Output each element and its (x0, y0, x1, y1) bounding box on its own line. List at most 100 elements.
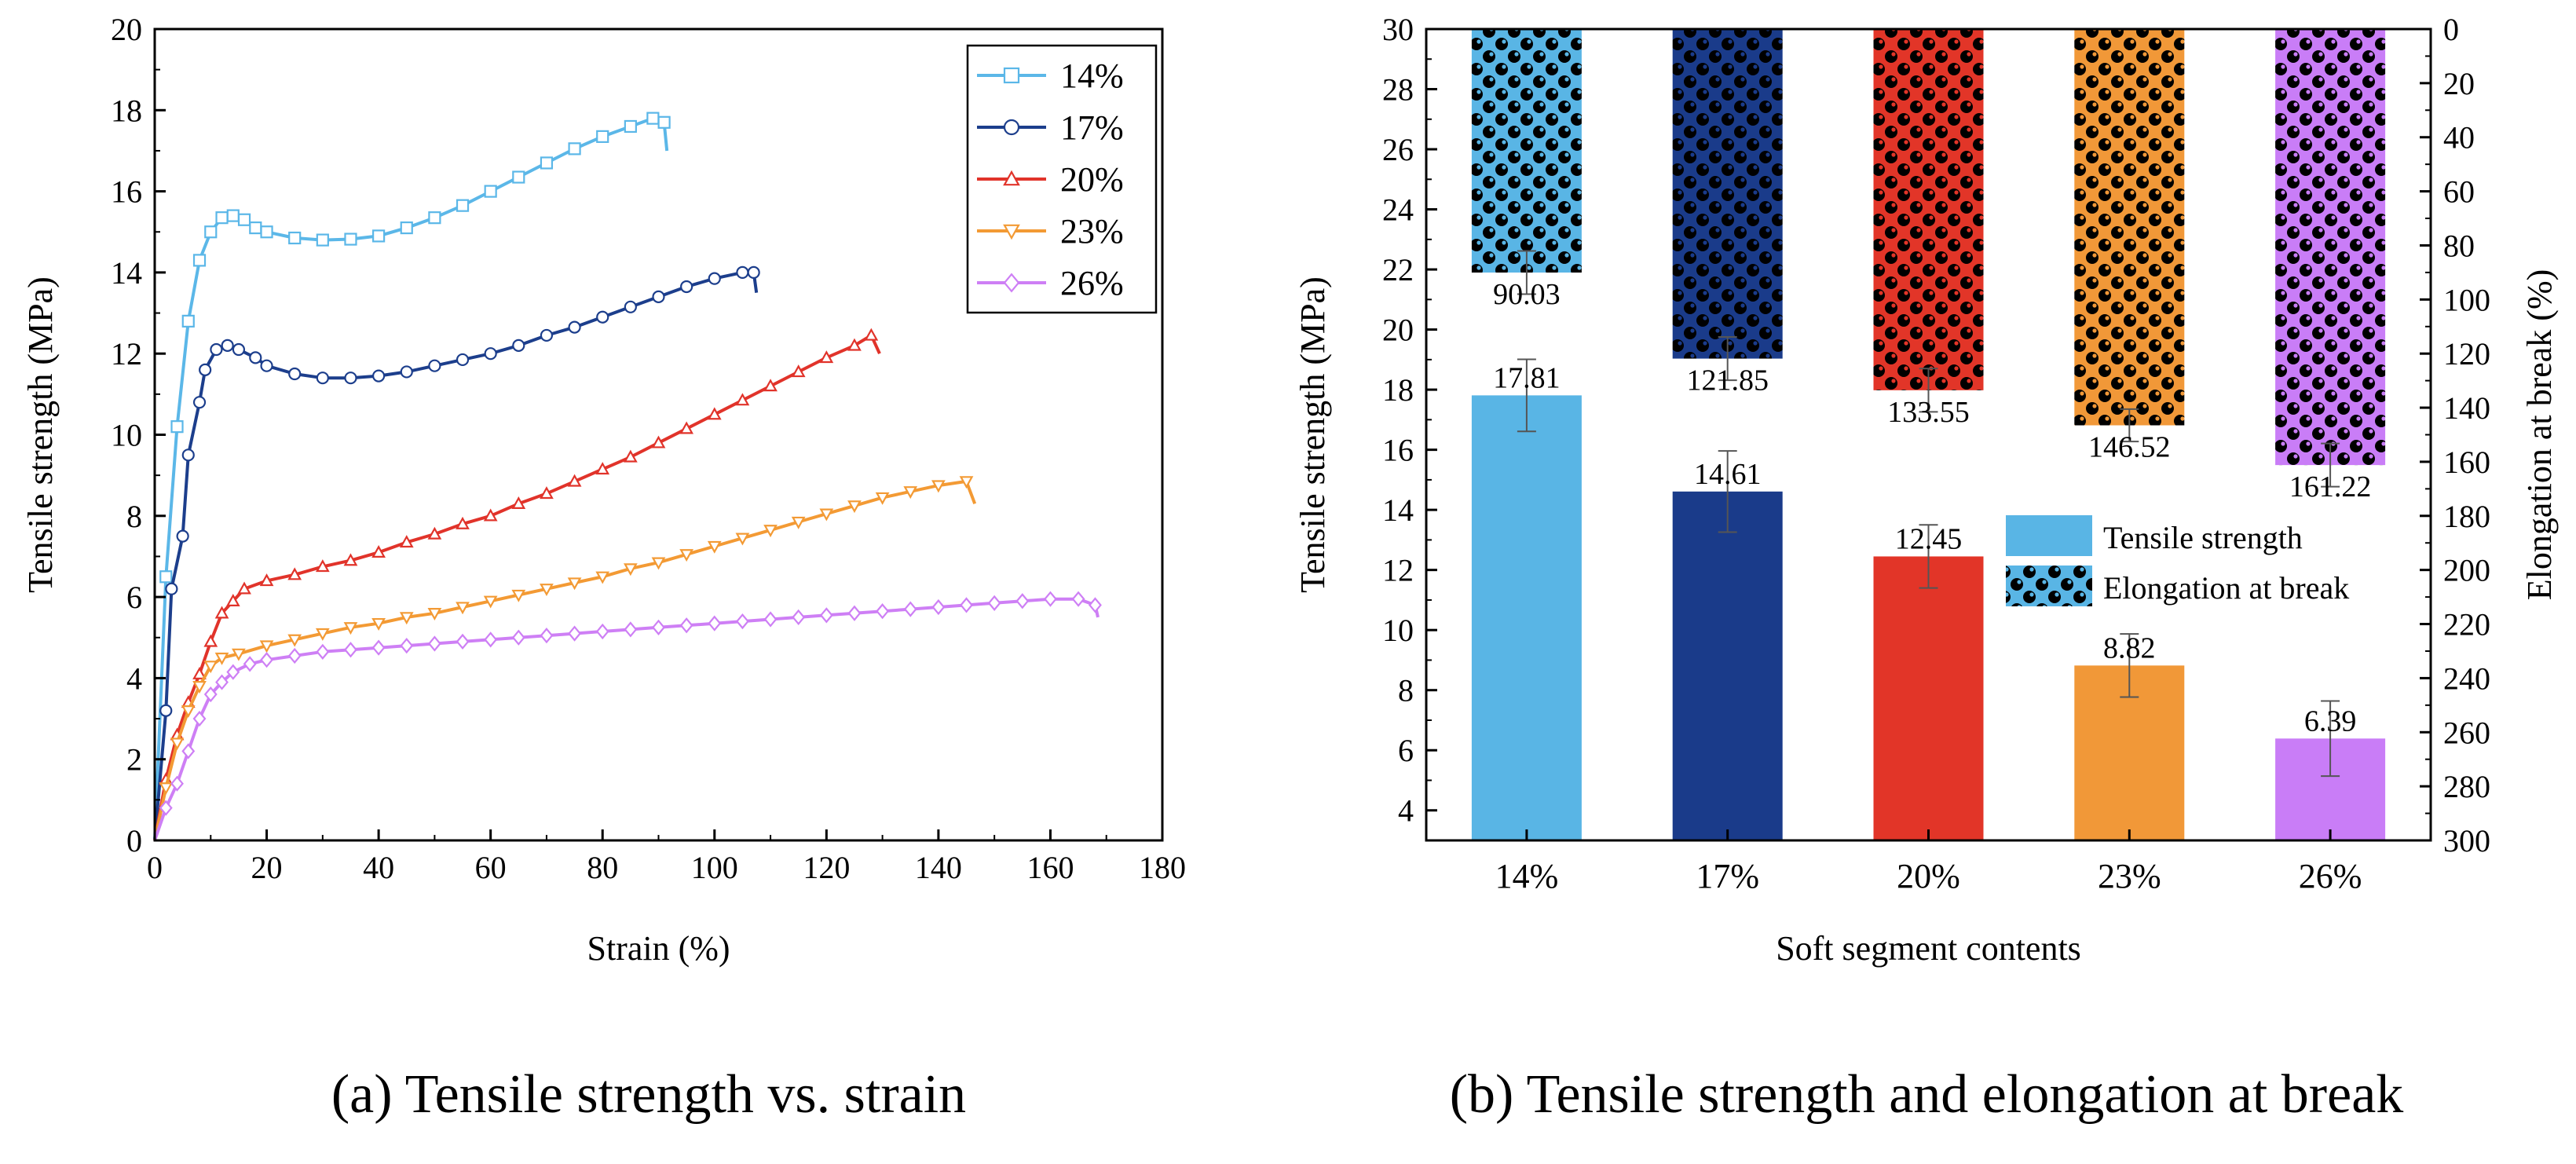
data-point-marker (679, 421, 694, 434)
data-point-marker (567, 474, 582, 487)
data-point-marker (203, 661, 218, 674)
data-point-marker (170, 420, 184, 434)
tensile-value-label: 8.82 (2103, 631, 2156, 664)
data-point-marker (876, 603, 890, 620)
y-tick-label: 4 (126, 661, 142, 696)
y-tick-label: 10 (1382, 613, 1414, 648)
data-point-marker (215, 211, 229, 225)
data-point-marker (540, 156, 554, 170)
y-tick-label: 14 (1382, 492, 1414, 528)
data-point-marker (567, 577, 582, 591)
y-tick-label: 4 (1398, 793, 1414, 829)
data-point-marker (159, 782, 174, 796)
chart-a: 0 20 40 60 80 100 120 140 160 180 0 2 4 6 8 10 12 14 16 18 2… (21, 12, 1186, 968)
data-point-marker (192, 666, 207, 679)
data-point-marker (427, 526, 442, 540)
y-tick-label: 8 (126, 499, 142, 534)
data-point-marker (428, 211, 441, 225)
legend-label: 20% (1060, 160, 1124, 199)
data-point-marker (170, 738, 185, 751)
series-14pct (153, 112, 671, 841)
data-point-marker (456, 633, 470, 650)
elongation-value-label: 146.52 (2088, 431, 2171, 464)
data-point-marker (203, 686, 218, 703)
data-point-marker (232, 342, 246, 357)
elongation-bar (2074, 29, 2185, 426)
data-point-marker (483, 508, 498, 522)
data-point-marker (646, 112, 660, 125)
data-point-marker (624, 621, 638, 638)
right-tick-label: 180 (2443, 499, 2490, 534)
y-tick-label: 10 (111, 418, 142, 453)
data-point-marker (651, 435, 666, 448)
data-point-marker (260, 225, 273, 239)
tensile-bar (1672, 491, 1783, 840)
x-tick-label: 0 (147, 850, 163, 885)
data-point-marker (192, 396, 207, 409)
series-26pct (153, 591, 1102, 841)
y-tick-label: 8 (1398, 673, 1414, 708)
elongation-bar (1672, 29, 1783, 359)
data-point-marker (181, 743, 196, 760)
series-line (153, 270, 759, 841)
data-point-marker (344, 372, 357, 385)
data-point-marker (192, 681, 207, 694)
data-point-marker (875, 492, 890, 505)
data-point-marker (215, 674, 229, 690)
data-point-marker (456, 602, 470, 615)
data-point-marker (221, 339, 234, 352)
data-point-marker (243, 656, 257, 672)
data-point-marker (315, 559, 330, 573)
right-tick-label: 40 (2443, 120, 2475, 156)
data-point-marker (1015, 593, 1030, 609)
x-tick-label: 26% (2299, 857, 2362, 895)
right-tick-label: 200 (2443, 553, 2490, 588)
data-point-marker (540, 584, 554, 597)
data-point-marker (484, 185, 497, 198)
y-tick-label: 18 (111, 93, 142, 128)
data-point-marker (344, 642, 357, 658)
data-point-marker (237, 581, 251, 595)
data-point-marker (819, 508, 834, 522)
y-tick-label: 28 (1382, 72, 1414, 108)
x-tick-label: 160 (1026, 850, 1074, 885)
y-tick-label: 22 (1382, 252, 1414, 287)
tensile-value-label: 14.61 (1694, 458, 1762, 491)
data-point-marker (596, 310, 609, 324)
chart-b-y-axis-label: Tensile strength (MPa) (1293, 276, 1332, 593)
x-tick-label: 17% (1696, 857, 1759, 895)
data-point-marker (595, 623, 609, 640)
data-point-marker (652, 290, 665, 303)
legend-label: Tensile strength (2103, 520, 2303, 555)
data-point-marker (657, 115, 671, 129)
data-point-marker (400, 365, 413, 379)
data-point-marker (864, 328, 879, 341)
y-tick-label: 16 (111, 174, 142, 210)
right-tick-label: 260 (2443, 715, 2490, 750)
data-point-marker (427, 635, 441, 652)
data-point-marker (847, 605, 862, 621)
caption-a: (a) Tensile strength vs. strain (331, 1064, 966, 1125)
tensile-bar (1471, 395, 1582, 840)
data-point-marker (159, 800, 173, 816)
right-tick-label: 300 (2443, 823, 2490, 858)
x-tick-label: 80 (587, 850, 618, 885)
right-tick-label: 280 (2443, 769, 2490, 804)
data-point-marker (596, 130, 609, 143)
data-point-marker (372, 229, 386, 243)
y-tick-label: 26 (1382, 132, 1414, 167)
y-tick-label: 20 (111, 12, 142, 47)
legend-marker (1003, 67, 1020, 84)
data-point-marker (792, 609, 806, 626)
legend-label: 17% (1060, 108, 1124, 147)
x-tick-label: 180 (1139, 850, 1186, 885)
data-point-marker (288, 367, 302, 381)
data-point-marker (791, 364, 806, 378)
right-tick-label: 240 (2443, 661, 2490, 696)
chart-b-x-axis-label: Soft segment contents (1776, 929, 2081, 968)
data-point-marker (623, 449, 638, 463)
tensile-value-label: 12.45 (1895, 522, 1963, 555)
data-point-marker (287, 647, 302, 664)
data-point-marker (181, 448, 195, 462)
